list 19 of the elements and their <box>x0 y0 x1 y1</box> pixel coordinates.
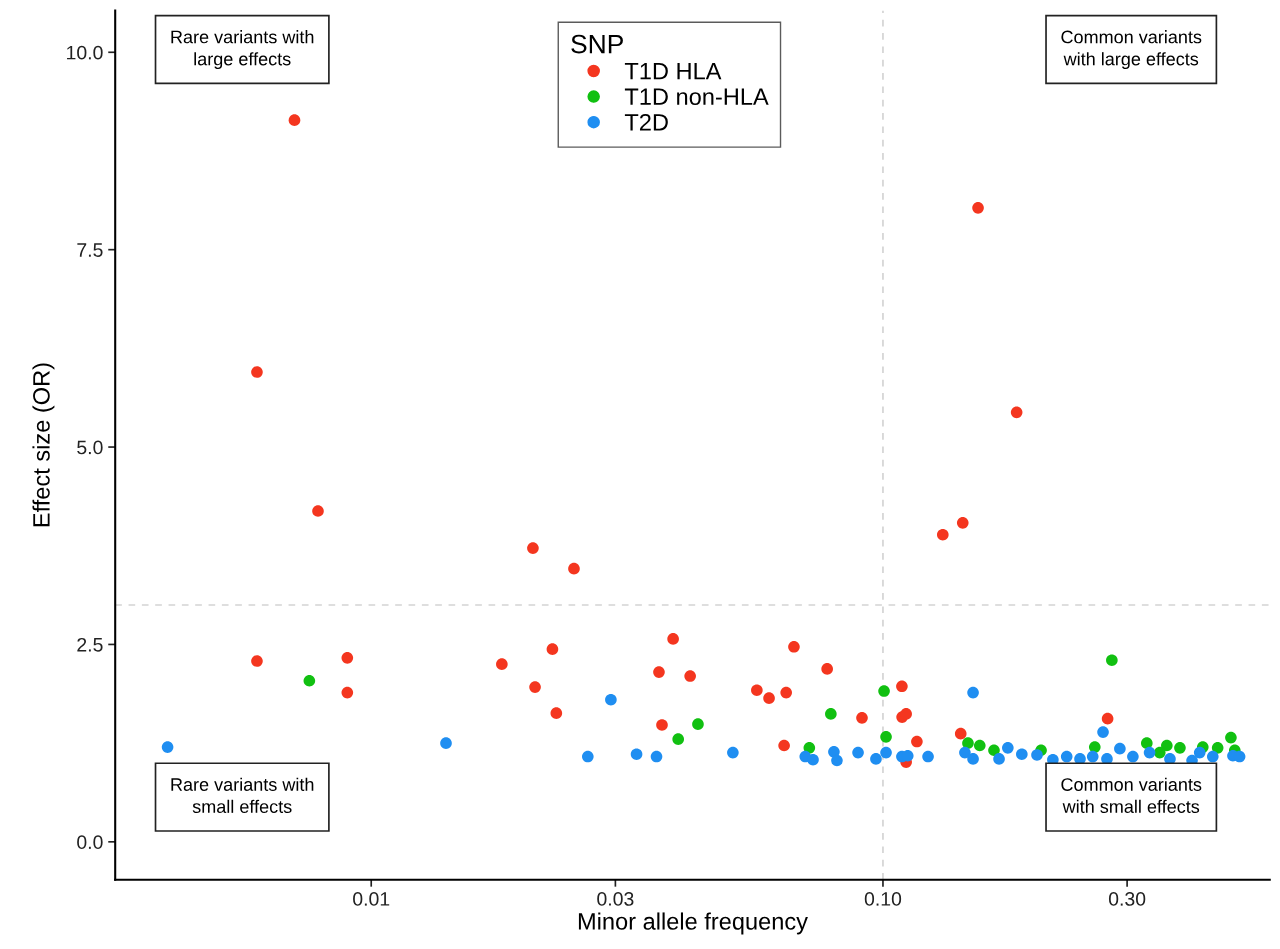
legend-label: T1D HLA <box>624 63 722 80</box>
legend-label: T2D <box>624 113 668 131</box>
x-tick-label: 0.01 <box>353 892 390 906</box>
y-tick-label: 2.5 <box>77 637 103 652</box>
x-tick-label: 0.30 <box>1108 892 1146 906</box>
y-tick-label: 7.5 <box>77 243 103 257</box>
annotation: Common variants with small effects <box>1061 777 1202 814</box>
legend-label: T1D non-HLA <box>624 88 769 106</box>
legend-title: SNP <box>571 34 623 54</box>
annotation: Common variants with large effects <box>1061 30 1202 69</box>
y-tick-label: 0.0 <box>77 835 103 850</box>
y-axis-title: Effect size (OR) <box>32 363 55 527</box>
y-tick-label: 5.0 <box>77 440 103 455</box>
annotation: Rare variants with small effects <box>171 777 314 814</box>
x-tick-label: 0.10 <box>864 892 902 906</box>
annotation: Rare variants with large effects <box>171 30 314 69</box>
x-axis-title: Minor allele frequency <box>578 912 808 935</box>
x-tick-label: 0.03 <box>597 892 634 906</box>
y-tick-label: 10.0 <box>67 45 103 60</box>
